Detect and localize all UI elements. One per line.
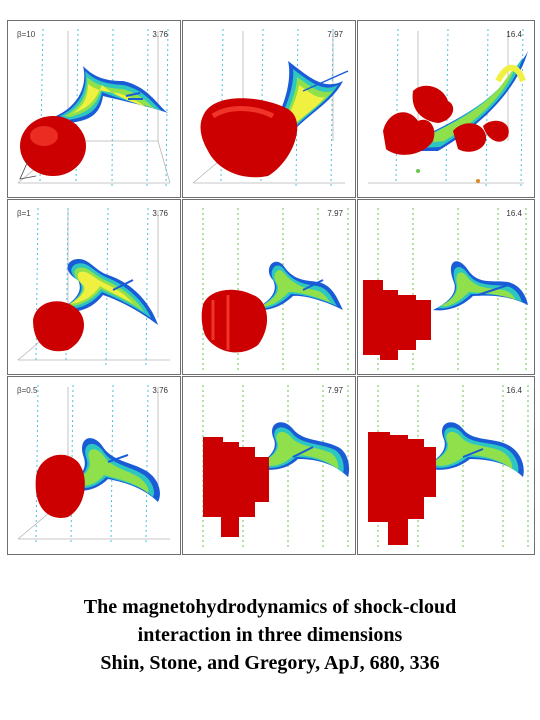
cloud [383,85,509,155]
panel-beta-1-t1: β=1 3.76 [7,199,181,375]
panel-beta-1-t2: 7.97 [182,199,356,375]
caption-line-2: interaction in three dimensions [137,624,403,646]
cloud [33,301,84,352]
panel-render [368,385,529,549]
panel-render [363,208,528,370]
cloud [35,454,85,518]
panel-beta-0-5-t1: β=0.5 3.76 [7,376,181,555]
time-label: 3.76 [152,30,168,39]
panel-render [17,28,171,187]
time-label: 7.97 [327,30,343,39]
panel-render [192,28,349,187]
time-label: 16.4 [506,30,522,39]
figure-caption: The magnetohydrodynamics of shock-cloud … [0,593,540,677]
caption-line-1: The magnetohydrodynamics of shock-cloud [83,596,457,618]
panel-beta-0-5-t3: 16.4 [357,376,535,555]
cloud [20,116,86,176]
panel-beta-1-t3: 16.4 [357,199,535,375]
beta-label: β=1 [17,209,31,218]
time-label: 7.97 [327,386,343,395]
cloud [201,289,268,353]
caption-citation: Shin, Stone, and Gregory, ApJ, 680, 336 [100,652,440,674]
cloud [363,280,431,360]
time-label: 16.4 [506,209,522,218]
simulation-panel-grid: β=10 3.76 7.97 [7,20,535,555]
panel-render [368,28,528,187]
panel-beta-10-t2: 7.97 [182,20,356,198]
cloud [203,437,269,537]
panel-beta-10-t3: 16.4 [357,20,535,198]
cloud [200,98,298,178]
time-label: 7.97 [327,209,343,218]
panel-render [202,385,350,549]
panel-render [201,208,349,370]
beta-label: β=10 [17,30,36,39]
tail [56,66,168,123]
cloud [368,432,436,545]
panel-beta-0-5-t2: 7.97 [182,376,356,555]
panel-beta-10-t1: β=10 3.76 [7,20,181,198]
time-label: 16.4 [506,386,522,395]
panel-render [17,207,170,366]
time-label: 3.76 [152,386,168,395]
panel-render [17,384,170,543]
time-label: 3.76 [152,209,168,218]
beta-label: β=0.5 [17,386,38,395]
